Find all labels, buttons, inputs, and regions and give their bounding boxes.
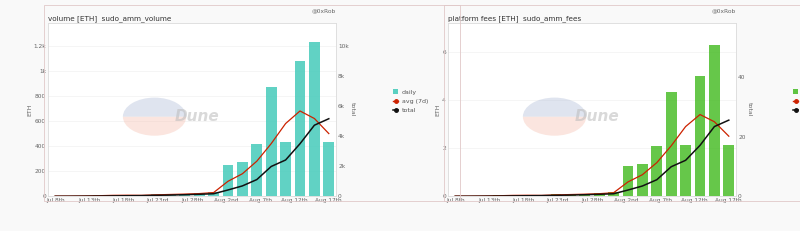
Wedge shape (523, 117, 586, 136)
Bar (680, 145, 691, 196)
Bar (107, 195, 118, 196)
Bar (208, 192, 219, 196)
Bar (93, 195, 104, 196)
Bar (608, 192, 619, 196)
Bar (723, 145, 734, 196)
Bar (637, 164, 648, 196)
Text: volume [ETH]  sudo_amm_volume: volume [ETH] sudo_amm_volume (48, 15, 171, 22)
Bar (493, 195, 504, 196)
Legend: daily, avg (7d), total: daily, avg (7d), total (791, 87, 800, 115)
Bar (136, 195, 147, 196)
Bar (709, 45, 720, 196)
Bar (323, 142, 334, 196)
Bar (280, 142, 291, 196)
Bar (550, 194, 562, 196)
Bar (309, 42, 320, 196)
Text: platform fees [ETH]  sudo_amm_fees: platform fees [ETH] sudo_amm_fees (448, 15, 582, 22)
Y-axis label: total: total (350, 103, 355, 117)
Bar (694, 76, 706, 196)
Wedge shape (523, 97, 586, 117)
Y-axis label: ETH: ETH (27, 103, 32, 116)
Bar (294, 61, 306, 196)
Bar (666, 92, 677, 196)
Bar (222, 165, 234, 196)
Legend: daily, avg (7d), total: daily, avg (7d), total (391, 87, 430, 115)
Bar (266, 87, 277, 196)
Bar (651, 146, 662, 196)
Bar (237, 162, 248, 196)
Text: @0xRob: @0xRob (312, 9, 336, 14)
Bar (522, 195, 533, 196)
Bar (579, 194, 590, 196)
Bar (251, 144, 262, 196)
Text: Dune: Dune (174, 109, 219, 124)
Bar (150, 194, 162, 196)
Bar (536, 195, 547, 196)
Bar (179, 194, 190, 196)
Bar (165, 194, 176, 196)
Bar (622, 166, 634, 196)
Bar (194, 193, 205, 196)
Y-axis label: total: total (747, 103, 752, 117)
Bar (507, 195, 518, 196)
Bar (594, 193, 605, 196)
Wedge shape (123, 97, 186, 117)
Text: Dune: Dune (574, 109, 619, 124)
Wedge shape (123, 117, 186, 136)
Bar (122, 195, 133, 196)
Text: @0xRob: @0xRob (712, 9, 736, 14)
Y-axis label: ETH: ETH (436, 103, 441, 116)
Bar (565, 194, 576, 196)
